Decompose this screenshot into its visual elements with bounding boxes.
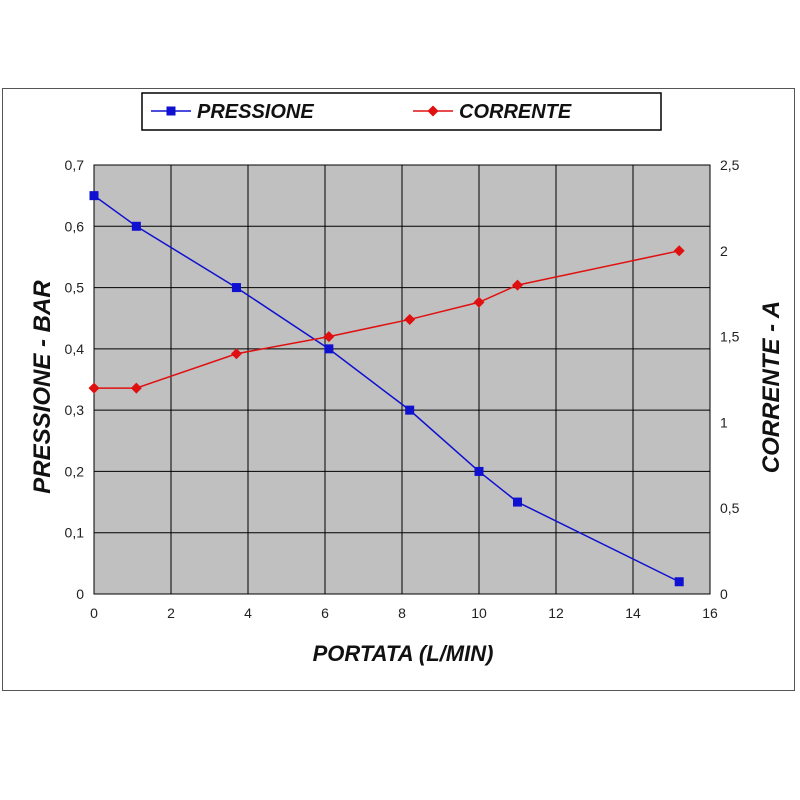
y2-tick-label: 0 <box>720 586 728 602</box>
data-point-square <box>231 283 241 293</box>
data-point-diamond <box>323 331 335 343</box>
data-point-diamond <box>673 245 685 257</box>
y-tick-label: 0,6 <box>65 218 85 234</box>
x-axis-title: PORTATA (L/MIN) <box>313 641 494 666</box>
data-point-square <box>166 106 176 116</box>
data-point-square <box>474 466 484 476</box>
y2-axis-title: CORRENTE - A <box>758 301 785 473</box>
data-point-diamond <box>130 382 142 394</box>
data-point-diamond <box>88 382 100 394</box>
data-point-square <box>513 497 522 507</box>
plot-border <box>93 164 711 595</box>
legend: PRESSIONE CORRENTE <box>141 92 662 131</box>
x-axis-ticks: 0 2 4 6 8 10 12 14 16 <box>90 605 718 621</box>
x-tick-label: 4 <box>244 605 252 621</box>
y-tick-label: 0,7 <box>65 157 85 173</box>
chart-frame: PRESSIONE CORRENTE 0 2 4 6 8 10 12 14 16 0 0,1 0,2 0… <box>2 88 795 691</box>
data-point-square <box>674 577 684 587</box>
y-axis-title: PRESSIONE - BAR <box>29 280 56 494</box>
series-corrente <box>88 245 685 394</box>
data-point-diamond <box>230 348 242 360</box>
data-point-diamond <box>404 313 416 325</box>
data-point-square <box>89 191 99 201</box>
y-tick-label: 0,3 <box>65 402 85 418</box>
plot-area <box>88 164 711 595</box>
y2-tick-label: 1 <box>720 414 728 430</box>
y2-tick-label: 2,5 <box>720 157 740 173</box>
x-tick-label: 8 <box>398 605 406 621</box>
legend-box <box>141 92 662 131</box>
y-axis-ticks: 0 0,1 0,2 0,3 0,4 0,5 0,6 0,7 <box>65 157 85 602</box>
x-tick-label: 12 <box>548 605 564 621</box>
x-tick-label: 16 <box>702 605 718 621</box>
x-tick-label: 6 <box>321 605 329 621</box>
y2-axis-ticks: 0 0,5 1 1,5 2 2,5 <box>720 157 740 602</box>
data-point-diamond <box>473 296 485 308</box>
chart: PRESSIONE CORRENTE 0 2 4 6 8 10 12 14 16 00,10,20… <box>29 92 785 666</box>
x-tick-label: 0 <box>90 605 98 621</box>
data-point-diamond <box>512 279 523 291</box>
legend-label: PRESSIONE <box>197 101 314 123</box>
y-tick-label: 0 <box>76 586 84 602</box>
y-tick-label: 0,4 <box>65 341 85 357</box>
x-tick-label: 2 <box>167 605 175 621</box>
y2-tick-label: 1,5 <box>720 329 740 345</box>
y-tick-label: 0,2 <box>65 463 85 479</box>
x-tick-label: 14 <box>625 605 641 621</box>
y2-tick-label: 0,5 <box>720 500 740 516</box>
y-tick-label: 0,5 <box>65 280 85 296</box>
series-pressione <box>89 191 684 587</box>
series-line <box>93 195 680 583</box>
y2-tick-label: 2 <box>720 243 728 259</box>
series-line <box>94 250 680 389</box>
x-tick-label: 10 <box>471 605 487 621</box>
legend-label: CORRENTE <box>459 101 572 123</box>
data-point-square <box>131 221 141 231</box>
data-point-diamond <box>427 105 439 117</box>
y-tick-label: 0,1 <box>65 525 85 541</box>
data-point-square <box>324 344 334 354</box>
data-point-square <box>405 405 415 415</box>
